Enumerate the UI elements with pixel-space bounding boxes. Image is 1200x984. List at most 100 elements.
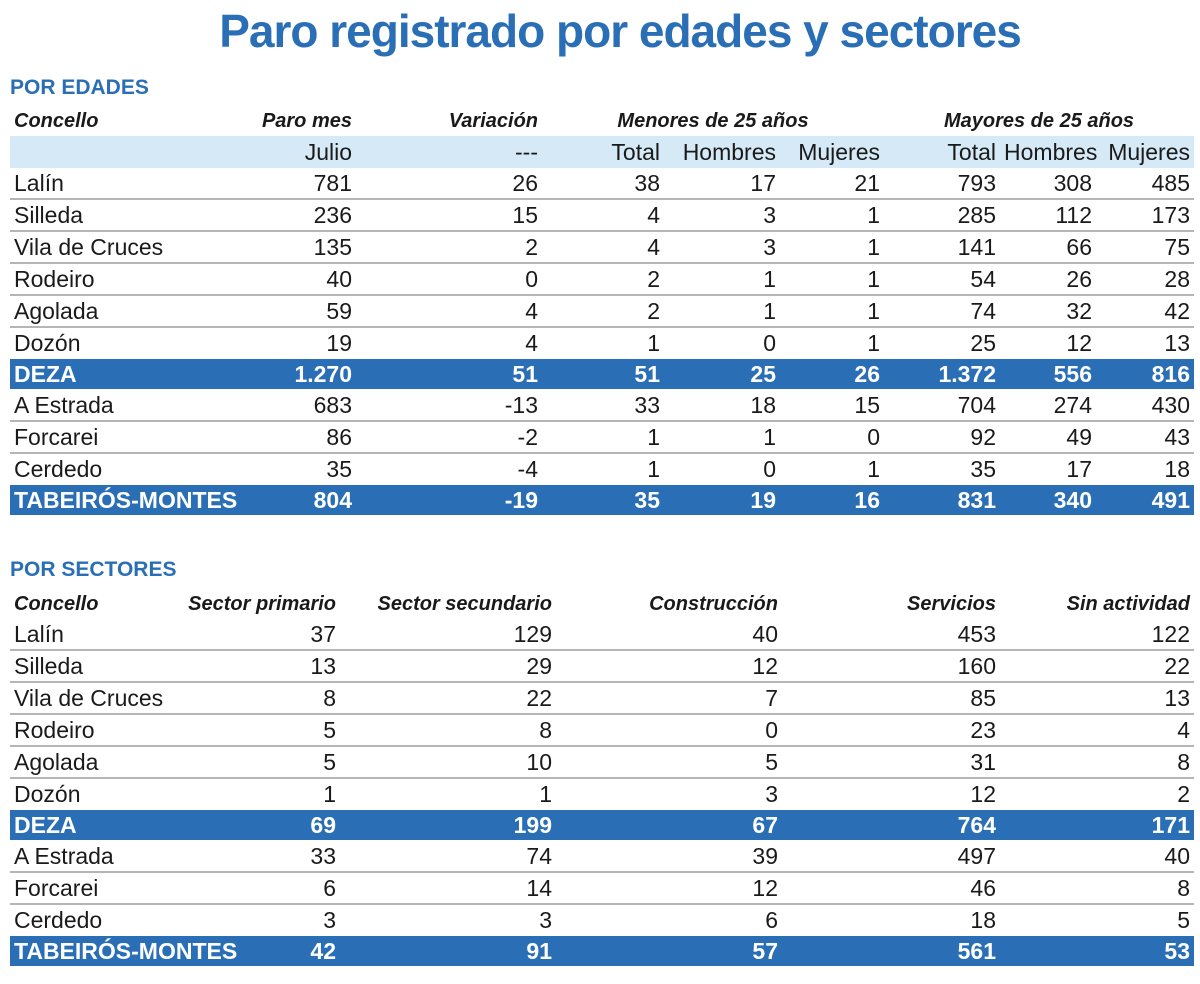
section-label-edades: POR EDADES [10, 76, 149, 99]
value-cell: 1 [780, 295, 885, 328]
concello-cell: Cerdedo [14, 906, 103, 933]
value-cell: 25 [664, 358, 780, 390]
value-cell: 35 [970, 455, 997, 482]
value-cell: 12 [556, 872, 782, 905]
value-cell: 683 [250, 389, 356, 422]
subheader-cell: Mujeres [1096, 136, 1195, 168]
value-cell: 2 [542, 295, 664, 328]
value-cell: 66 [1000, 231, 1097, 264]
value-cell: 22 [1000, 650, 1194, 683]
header-sin-actividad: Sin actividad [1066, 592, 1190, 615]
value-cell: 1 [664, 295, 780, 328]
table-subheader-row: Julio --- Total Hombres Mujeres Total Hombres M… [10, 136, 1195, 168]
value-cell: 4 [1000, 714, 1194, 747]
value-cell: 31 [782, 746, 1000, 779]
table-row: Vila de Cruces 135 2 4 3 1 141 66 75 [10, 231, 1195, 264]
value-cell: 7 [556, 682, 782, 715]
value-cell: 17 [1066, 455, 1093, 482]
header-sector-secundario: Sector secundario [377, 592, 552, 615]
value-cell: 51 [542, 358, 664, 390]
subheader-cell: Hombres [664, 136, 780, 168]
value-cell: 0 [556, 714, 782, 747]
value-cell: 15 [780, 389, 885, 422]
header-servicios: Servicios [907, 592, 996, 615]
value-cell: 4 [542, 199, 664, 232]
value-cell: 3 [323, 906, 336, 933]
value-cell: 12 [970, 780, 996, 807]
value-cell: 0 [763, 455, 776, 482]
table-header-row: Concello Paro mes Variación Menores de 2… [10, 106, 1194, 136]
concello-cell: DEZA [10, 809, 174, 841]
table-header-row: Concello Sector primario Sector secundar… [10, 589, 1194, 619]
table-edades: Concello Paro mes Variación Menores de 2… [10, 106, 1195, 516]
value-cell: 74 [884, 295, 1001, 328]
subheader-cell [10, 136, 250, 168]
concello-cell: Forcarei [10, 421, 250, 454]
value-cell: 37 [174, 619, 340, 651]
concello-cell: Dozón [14, 329, 81, 356]
value-cell: 173 [1096, 199, 1195, 232]
table-row: Agolada 5 10 5 31 8 [10, 746, 1194, 779]
concello-cell: Rodeiro [10, 263, 250, 296]
concello-cell: Rodeiro [10, 714, 174, 747]
subheader-cell: Total [542, 136, 664, 168]
subheader-cell: Total [884, 136, 1001, 168]
value-cell: -13 [356, 389, 542, 422]
value-cell: 23 [782, 714, 1000, 747]
value-cell: 57 [556, 935, 782, 967]
table-row: Cerdedo 35 -4 1 0 1 35 17 18 [10, 453, 1194, 485]
value-cell: 54 [884, 263, 1001, 296]
subheader-cell: Julio [250, 136, 356, 168]
value-cell: 67 [556, 809, 782, 841]
value-cell: 8 [174, 682, 340, 715]
value-cell: 10 [340, 746, 556, 779]
table-row: Dozón 19 4 1 0 1 25 12 13 [10, 327, 1194, 359]
value-cell: 793 [884, 168, 1001, 200]
value-cell: 1 [867, 455, 881, 482]
value-cell: 6 [174, 872, 340, 905]
value-cell: 453 [782, 619, 1000, 651]
value-cell: 5 [556, 746, 782, 779]
value-cell: 5 [174, 714, 340, 747]
subheader-cell: Mujeres [780, 136, 885, 168]
value-cell: 3 [539, 906, 552, 933]
value-cell: 6 [765, 906, 778, 933]
value-cell: 51 [356, 358, 542, 390]
table-row: A Estrada 683 -13 33 18 15 704 274 430 [10, 389, 1195, 422]
value-cell: 804 [250, 484, 356, 516]
table-row: Cerdedo 3 3 6 18 5 [10, 904, 1194, 936]
value-cell: 1 [780, 199, 885, 232]
value-cell: 1 [647, 329, 660, 356]
header-construccion: Construcción [649, 592, 778, 615]
table-total-row: TABEIRÓS-MONTES 804 -19 35 19 16 831 340 491 [10, 484, 1195, 516]
value-cell: 25 [970, 329, 997, 356]
value-cell: 831 [884, 484, 1001, 516]
concello-cell: Agolada [10, 295, 250, 328]
value-cell: 0 [356, 263, 542, 296]
value-cell: 85 [782, 682, 1000, 715]
value-cell: 59 [250, 295, 356, 328]
concello-cell: TABEIRÓS-MONTES [10, 935, 237, 967]
table-total-row: DEZA 1.270 51 51 25 26 1.372 556 816 [10, 358, 1195, 390]
value-cell: 5 [1177, 906, 1190, 933]
table-row: Forcarei 6 14 12 46 8 [10, 872, 1194, 905]
value-cell: 308 [1000, 168, 1097, 200]
table-total-row: TABEIRÓS-MONTES 42 91 57 561 53 [10, 935, 1194, 967]
value-cell: -19 [356, 484, 542, 516]
value-cell: 13 [1164, 329, 1191, 356]
value-cell: 4 [356, 295, 542, 328]
value-cell: 18 [970, 906, 996, 933]
value-cell: 13 [174, 650, 340, 683]
value-cell: 1 [867, 329, 881, 356]
concello-cell: Lalín [10, 619, 174, 651]
value-cell: 39 [556, 840, 782, 873]
value-cell: 46 [782, 872, 1000, 905]
value-cell: 0 [780, 421, 885, 454]
value-cell: 53 [1000, 935, 1194, 967]
value-cell: 3 [664, 231, 780, 264]
value-cell: 485 [1096, 168, 1195, 200]
table-row: Rodeiro 5 8 0 23 4 [10, 714, 1194, 747]
value-cell: 135 [250, 231, 356, 264]
table-row: Agolada 59 4 2 1 1 74 32 42 [10, 295, 1195, 328]
value-cell: 21 [780, 168, 885, 200]
